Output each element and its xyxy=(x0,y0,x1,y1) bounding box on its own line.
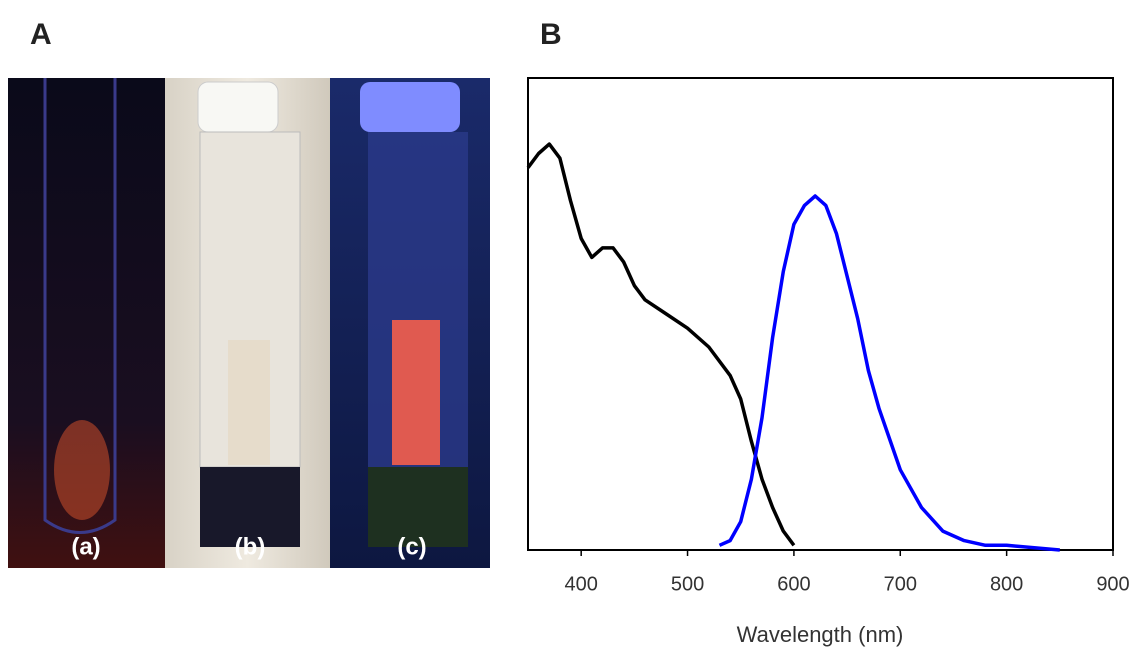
photo-label: (a) xyxy=(71,533,100,560)
x-tick-label: 700 xyxy=(884,573,917,595)
x-axis-label: Wavelength (nm) xyxy=(737,622,904,647)
x-tick-label: 900 xyxy=(1096,573,1129,595)
line-series xyxy=(526,142,796,547)
x-tick-label: 800 xyxy=(990,573,1023,595)
glow xyxy=(54,420,110,520)
solution xyxy=(228,340,270,465)
x-tick-label: 600 xyxy=(777,573,810,595)
photo-label: (c) xyxy=(397,533,426,560)
solution-glow xyxy=(392,320,440,465)
plot-frame xyxy=(527,77,1114,551)
photos: (a) (b) (c) xyxy=(8,78,490,568)
x-tick-label: 500 xyxy=(671,573,704,595)
line-series xyxy=(718,194,1060,552)
photo-label: (b) xyxy=(235,533,266,560)
panel-label: B xyxy=(540,18,562,51)
tube xyxy=(43,78,117,534)
x-tick-label: 400 xyxy=(564,573,597,595)
base xyxy=(368,467,468,547)
panel-label: A xyxy=(30,18,52,51)
cap xyxy=(197,81,279,133)
cap-glow xyxy=(360,82,460,132)
base xyxy=(200,467,300,547)
